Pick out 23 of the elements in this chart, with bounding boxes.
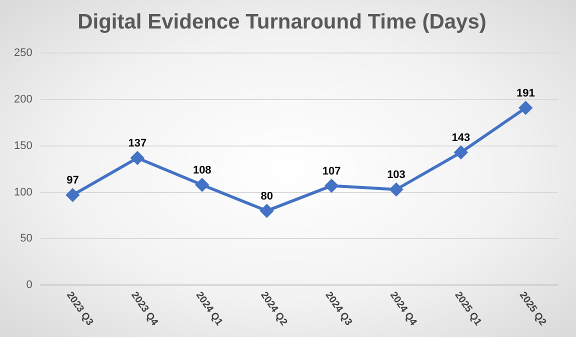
point — [196, 178, 209, 192]
data-label: 103 — [387, 169, 406, 182]
data-label: 137 — [128, 138, 147, 150]
y-tick-label: 150 — [14, 140, 32, 152]
chart-title: Digital Evidence Turnaround Time (Days) — [78, 10, 486, 34]
point — [390, 183, 403, 196]
data-label: 80 — [260, 190, 273, 202]
data-label: 108 — [192, 164, 212, 176]
point — [260, 204, 274, 218]
y-tick-label: 100 — [14, 186, 32, 198]
data-label: 97 — [66, 174, 79, 187]
y-tick-label: 50 — [20, 232, 32, 245]
point — [454, 146, 468, 159]
y-tick-label: 250 — [14, 47, 32, 60]
point — [519, 101, 532, 114]
y-tick-label: 0 — [26, 279, 32, 292]
point — [325, 179, 338, 192]
point — [130, 151, 144, 164]
data-label: 107 — [322, 165, 341, 178]
data-label: 143 — [452, 132, 470, 144]
data-label: 191 — [516, 87, 535, 100]
y-tick-label: 200 — [14, 94, 32, 106]
point — [66, 188, 80, 202]
